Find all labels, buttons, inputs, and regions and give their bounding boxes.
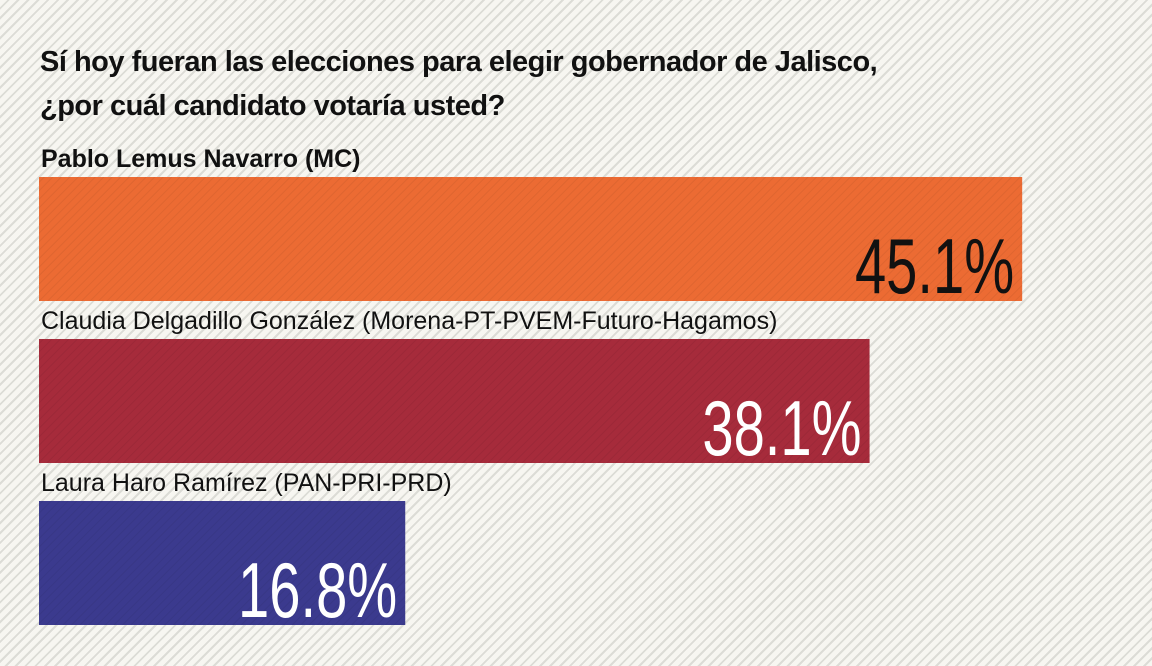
category-label: Claudia Delgadillo González (Morena-PT-P… (41, 307, 777, 335)
value-label: 45.1% (855, 223, 1014, 310)
chart-title: Sí hoy fueran las elecciones para elegir… (40, 40, 1120, 128)
bar-texture (39, 501, 406, 625)
value-label: 16.8% (238, 547, 397, 634)
category-label: Laura Haro Ramírez (PAN-PRI-PRD) (41, 469, 452, 497)
bar-texture (39, 177, 1023, 301)
chart-title-line-2: ¿por cuál candidato votaría usted? (40, 90, 505, 122)
value-label: 38.1% (702, 385, 861, 472)
chart-title-line-1: Sí hoy fueran las elecciones para elegir… (40, 46, 878, 78)
bar-texture (39, 339, 870, 463)
category-label: Pablo Lemus Navarro (MC) (41, 145, 361, 173)
